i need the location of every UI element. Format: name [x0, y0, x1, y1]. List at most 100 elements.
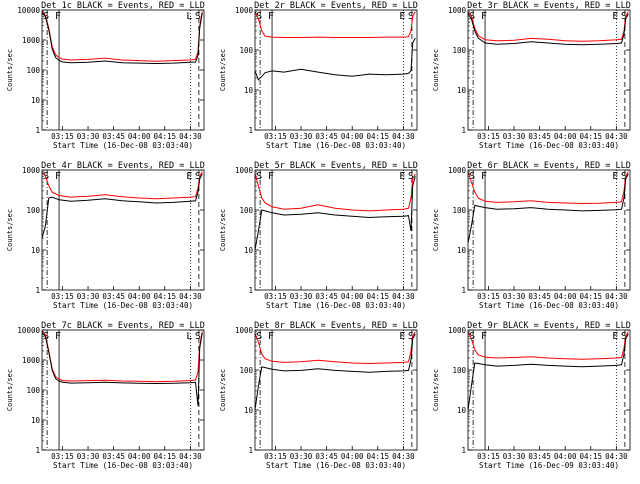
plot-frame	[254, 329, 418, 451]
x-tick-label: 03:15	[477, 292, 500, 301]
y-tick-label: 1000	[235, 326, 254, 335]
marker-label: F	[55, 171, 61, 182]
x-tick-label: 03:15	[51, 452, 74, 461]
marker-label: E	[186, 171, 192, 182]
marker-label: S	[195, 171, 201, 182]
x-tick-label: 03:30	[503, 292, 526, 301]
marker-label: S	[469, 171, 475, 182]
marker-label: S	[256, 331, 262, 342]
x-tick-label: 03:15	[51, 292, 74, 301]
plot-frame	[467, 169, 631, 291]
y-tick-label: 10	[31, 96, 41, 105]
x-tick-label: 04:30	[605, 132, 628, 141]
x-tick-label: 03:30	[77, 292, 100, 301]
x-tick-label: 03:45	[102, 452, 125, 461]
x-tick-label: 04:30	[179, 132, 202, 141]
marker-label: F	[481, 171, 487, 182]
marker-label: L	[186, 11, 192, 22]
marker-label: F	[481, 331, 487, 342]
y-tick-label: 10	[31, 416, 41, 425]
y-tick-label: 1000	[22, 36, 41, 45]
x-tick-label: 03:15	[264, 132, 287, 141]
y-tick-label: 100	[26, 206, 40, 215]
marker-label: F	[55, 11, 61, 22]
series-line-lld	[255, 11, 416, 38]
y-tick-label: 1000	[22, 166, 41, 175]
x-tick-label: 04:00	[341, 292, 364, 301]
y-tick-label: 100	[452, 366, 466, 375]
series-line-lld	[255, 331, 416, 365]
x-tick-label: 04:15	[579, 132, 602, 141]
y-tick-label: 100	[26, 66, 40, 75]
marker-label: L	[186, 331, 192, 342]
y-tick-label: 10	[457, 86, 467, 95]
marker-label: S	[621, 171, 627, 182]
y-tick-label: 10000	[17, 6, 40, 15]
marker-label: S	[195, 331, 201, 342]
x-axis-label: Start Time (16-Dec-08 03:03:40)	[53, 301, 193, 310]
y-tick-label: 1	[248, 126, 253, 135]
marker-label: F	[268, 331, 274, 342]
y-axis-label: Counts/sec	[432, 369, 440, 411]
marker-label: E	[399, 171, 405, 182]
x-tick-label: 03:15	[477, 452, 500, 461]
marker-label: S	[469, 11, 475, 22]
x-axis-label: Start Time (16-Dec-08 03:03:40)	[53, 461, 193, 470]
y-tick-label: 1000	[448, 326, 467, 335]
y-tick-label: 10	[457, 406, 467, 415]
marker-label: S	[621, 11, 627, 22]
plot-frame	[254, 169, 418, 291]
x-tick-label: 04:15	[366, 452, 389, 461]
series-line-events	[468, 173, 629, 244]
x-axis-label: Start Time (16-Dec-08 03:03:40)	[266, 461, 406, 470]
series-line-events	[255, 333, 416, 411]
chart-title: Det 1c BLACK = Events, RED = LLD	[41, 1, 205, 11]
y-tick-label: 10	[244, 406, 254, 415]
y-tick-label: 1	[35, 126, 40, 135]
y-tick-label: 100	[239, 46, 253, 55]
x-tick-label: 04:15	[366, 292, 389, 301]
x-axis-label: Start Time (16-Dec-08 03:03:40)	[266, 141, 406, 150]
plot-frame	[254, 9, 418, 131]
x-tick-label: 03:30	[290, 292, 313, 301]
y-tick-label: 1000	[448, 6, 467, 15]
y-tick-label: 1	[248, 446, 253, 455]
x-axis-label: Start Time (16-Dec-08 03:03:40)	[266, 301, 406, 310]
x-tick-label: 04:15	[366, 132, 389, 141]
series-line-lld	[468, 171, 629, 205]
y-tick-label: 1	[461, 126, 466, 135]
y-axis-label: Counts/sec	[432, 209, 440, 251]
marker-label: S	[408, 331, 414, 342]
y-tick-label: 1	[248, 286, 253, 295]
x-tick-label: 04:00	[554, 452, 577, 461]
x-tick-label: 04:00	[341, 452, 364, 461]
x-tick-label: 04:15	[153, 132, 176, 141]
marker-label: F	[481, 11, 487, 22]
y-tick-label: 1	[35, 446, 40, 455]
marker-label: F	[268, 171, 274, 182]
y-axis-label: Counts/sec	[432, 49, 440, 91]
chart-title: Det 2r BLACK = Events, RED = LLD	[254, 1, 418, 11]
chart-title: Det 3r BLACK = Events, RED = LLD	[467, 1, 631, 11]
y-tick-label: 1000	[235, 166, 254, 175]
y-tick-label: 10000	[17, 326, 40, 335]
x-tick-label: 04:00	[554, 132, 577, 141]
x-tick-label: 04:00	[554, 292, 577, 301]
x-tick-label: 04:15	[579, 452, 602, 461]
y-tick-label: 100	[452, 206, 466, 215]
y-axis-label: Counts/sec	[219, 369, 227, 411]
x-tick-label: 04:00	[341, 132, 364, 141]
x-tick-label: 04:00	[128, 452, 151, 461]
y-tick-label: 100	[26, 386, 40, 395]
y-axis-label: Counts/sec	[6, 369, 14, 411]
series-line-events	[42, 173, 203, 239]
x-tick-label: 04:00	[128, 292, 151, 301]
x-tick-label: 04:30	[392, 452, 415, 461]
x-tick-label: 03:30	[290, 452, 313, 461]
